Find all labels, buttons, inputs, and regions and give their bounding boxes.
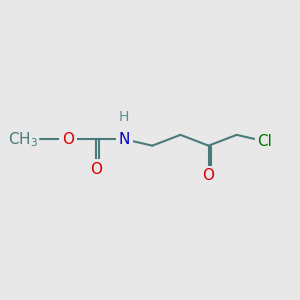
Text: CH$_3$: CH$_3$ bbox=[8, 130, 38, 148]
Text: N: N bbox=[118, 132, 130, 147]
Text: O: O bbox=[62, 132, 74, 147]
Text: H: H bbox=[119, 110, 129, 124]
Text: O: O bbox=[202, 168, 214, 183]
Text: Cl: Cl bbox=[257, 134, 272, 149]
Text: O: O bbox=[90, 162, 102, 177]
